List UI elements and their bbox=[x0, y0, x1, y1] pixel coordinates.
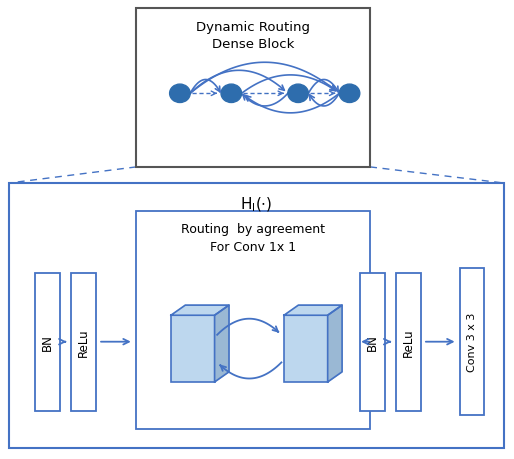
Text: BN: BN bbox=[41, 334, 54, 350]
Circle shape bbox=[170, 85, 190, 103]
Bar bbox=[71, 273, 96, 411]
Polygon shape bbox=[284, 306, 342, 316]
Circle shape bbox=[221, 85, 242, 103]
Bar bbox=[360, 273, 385, 411]
Bar bbox=[396, 273, 421, 411]
Bar bbox=[171, 316, 215, 382]
Text: · ·: · · bbox=[260, 89, 270, 99]
Bar bbox=[35, 273, 60, 411]
Bar bbox=[136, 211, 370, 429]
Text: For Conv 1x 1: For Conv 1x 1 bbox=[210, 241, 296, 254]
Text: H$_{\mathsf{l}}$($\cdot$): H$_{\mathsf{l}}$($\cdot$) bbox=[240, 195, 273, 213]
Circle shape bbox=[339, 85, 360, 103]
Bar bbox=[136, 9, 370, 168]
Bar bbox=[284, 316, 328, 382]
Text: BN: BN bbox=[366, 334, 379, 350]
Circle shape bbox=[288, 85, 308, 103]
Text: Conv 3 x 3: Conv 3 x 3 bbox=[467, 312, 477, 372]
Polygon shape bbox=[328, 306, 342, 382]
Text: ReLu: ReLu bbox=[77, 328, 90, 356]
Text: ReLu: ReLu bbox=[402, 328, 415, 356]
Bar bbox=[9, 184, 504, 448]
Bar bbox=[460, 269, 484, 415]
Text: Dynamic Routing
Dense Block: Dynamic Routing Dense Block bbox=[196, 21, 310, 50]
Polygon shape bbox=[171, 306, 229, 316]
Polygon shape bbox=[215, 306, 229, 382]
Text: Routing  by agreement: Routing by agreement bbox=[181, 223, 325, 235]
